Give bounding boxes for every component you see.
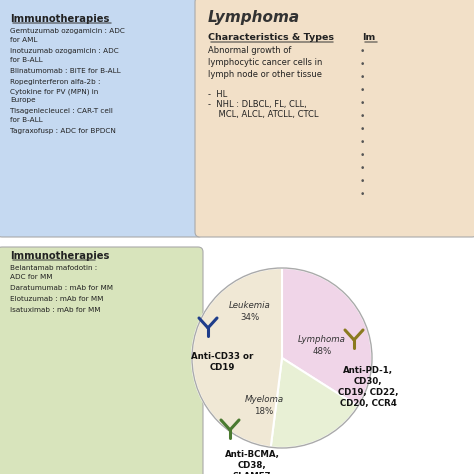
Text: 48%: 48% [312,347,332,356]
Text: Europe: Europe [10,97,36,103]
Text: for B-ALL: for B-ALL [10,117,43,123]
Text: Anti-CD33 or
CD19: Anti-CD33 or CD19 [191,352,253,372]
FancyBboxPatch shape [195,0,474,237]
Text: Blinatumomab : BiTE for B-ALL: Blinatumomab : BiTE for B-ALL [10,68,120,74]
Text: -  NHL : DLBCL, FL, CLL,: - NHL : DLBCL, FL, CLL, [208,100,307,109]
Text: Elotuzumab : mAb for MM: Elotuzumab : mAb for MM [10,296,103,302]
Text: Daratumumab : mAb for MM: Daratumumab : mAb for MM [10,285,113,291]
Text: for B-ALL: for B-ALL [10,57,43,63]
Text: •: • [360,99,365,108]
Text: Abnormal growth of
lymphocytic cancer cells in
lymph node or other tissue: Abnormal growth of lymphocytic cancer ce… [208,46,322,79]
Text: Cytokine for PV (MPN) in: Cytokine for PV (MPN) in [10,88,98,94]
Text: Im: Im [362,33,375,42]
Text: •: • [360,60,365,69]
Text: Ropeginterferon alfa-2b :: Ropeginterferon alfa-2b : [10,79,100,85]
Text: MCL, ALCL, ATCLL, CTCL: MCL, ALCL, ATCLL, CTCL [208,110,319,119]
Text: •: • [360,112,365,121]
Text: Anti-BCMA,
CD38,
SLAMF7: Anti-BCMA, CD38, SLAMF7 [225,450,280,474]
Text: Anti-PD-1,
CD30,
CD19, CD22,
CD20, CCR4: Anti-PD-1, CD30, CD19, CD22, CD20, CCR4 [338,366,398,408]
FancyBboxPatch shape [0,247,203,474]
Text: •: • [360,86,365,95]
Text: Immunotherapies: Immunotherapies [10,251,109,261]
Text: Leukemia: Leukemia [229,301,271,310]
Text: Gemtuzumab ozogamicin : ADC: Gemtuzumab ozogamicin : ADC [10,28,125,34]
Text: Tagraxofusp : ADC for BPDCN: Tagraxofusp : ADC for BPDCN [10,128,116,134]
Wedge shape [271,358,358,448]
Text: 34%: 34% [240,313,260,322]
Text: -  HL: - HL [208,90,227,99]
Text: Belantamab mafodotin :: Belantamab mafodotin : [10,265,97,271]
Text: Tisagenlecleucel : CAR-T cell: Tisagenlecleucel : CAR-T cell [10,108,113,114]
Text: •: • [360,190,365,199]
Wedge shape [192,268,282,447]
FancyBboxPatch shape [0,0,203,237]
Text: Myeloma: Myeloma [245,395,283,404]
Text: Characteristics & Types: Characteristics & Types [208,33,334,42]
Text: for AML: for AML [10,37,37,43]
Text: Lymphoma: Lymphoma [208,10,300,25]
Text: •: • [360,47,365,56]
Text: Isatuximab : mAb for MM: Isatuximab : mAb for MM [10,307,100,313]
Text: Immunotherapies: Immunotherapies [10,14,109,24]
Text: •: • [360,138,365,147]
Text: •: • [360,164,365,173]
Text: ADC for MM: ADC for MM [10,274,53,280]
Text: Inotuzumab ozogamicin : ADC: Inotuzumab ozogamicin : ADC [10,48,119,54]
Text: •: • [360,125,365,134]
Text: •: • [360,73,365,82]
Text: 18%: 18% [255,408,273,417]
Text: Lymphoma: Lymphoma [298,336,346,345]
Text: •: • [360,177,365,186]
Text: •: • [360,151,365,160]
Wedge shape [282,268,372,406]
